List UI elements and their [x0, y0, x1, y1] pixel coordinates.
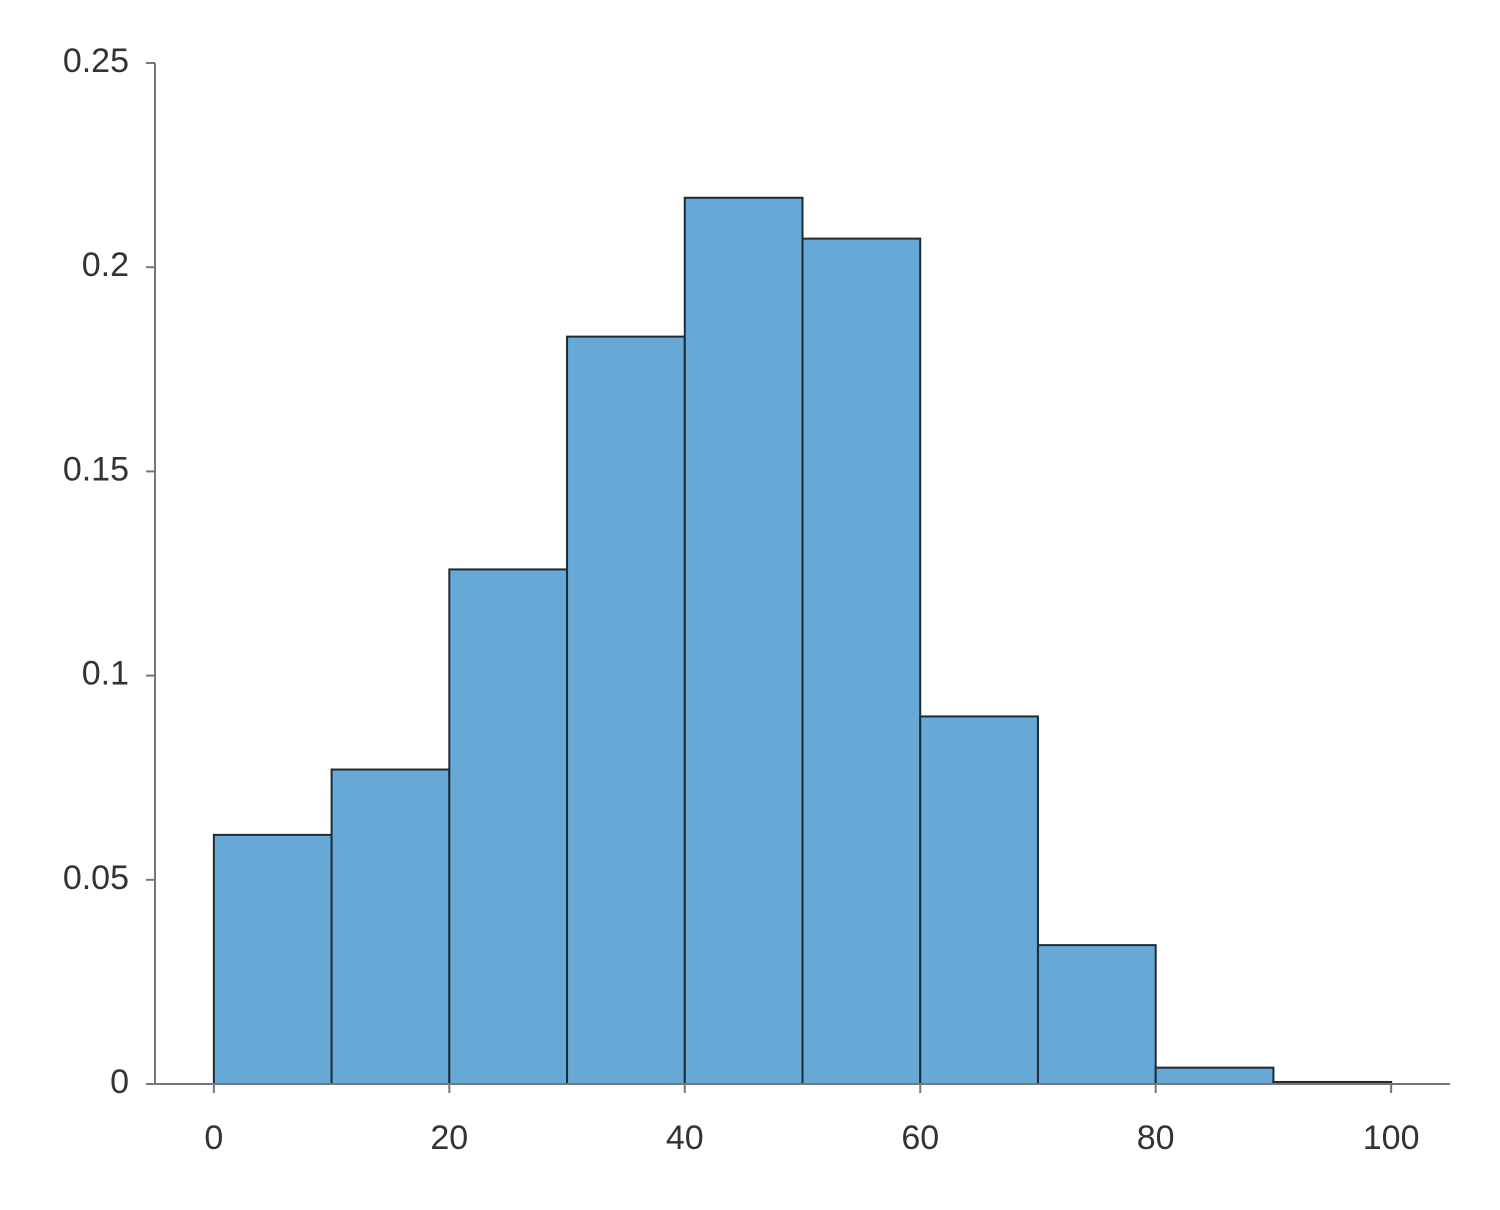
- bar: [330, 768, 451, 1085]
- bar: [566, 335, 686, 1085]
- y-tick-label: 0: [110, 1063, 129, 1101]
- bar: [1154, 1066, 1275, 1085]
- x-tick-label: 40: [666, 1119, 704, 1157]
- y-tick-label: 0.2: [82, 246, 129, 284]
- y-tick-label: 0.05: [63, 859, 129, 897]
- x-tick-label: 100: [1363, 1119, 1420, 1157]
- y-tick-label: 0.15: [63, 450, 129, 488]
- x-tick-label: 60: [901, 1119, 939, 1157]
- bar: [448, 568, 569, 1085]
- bar: [919, 715, 1039, 1085]
- y-tick-label: 0.25: [63, 42, 129, 80]
- x-tick-label: 20: [430, 1119, 468, 1157]
- x-tick-label: 0: [204, 1119, 223, 1157]
- bar: [212, 833, 333, 1085]
- x-tick-label: 80: [1137, 1119, 1175, 1157]
- bar: [801, 237, 922, 1085]
- bar: [1036, 944, 1157, 1085]
- bar: [683, 196, 804, 1086]
- y-tick-label: 0.1: [82, 655, 129, 693]
